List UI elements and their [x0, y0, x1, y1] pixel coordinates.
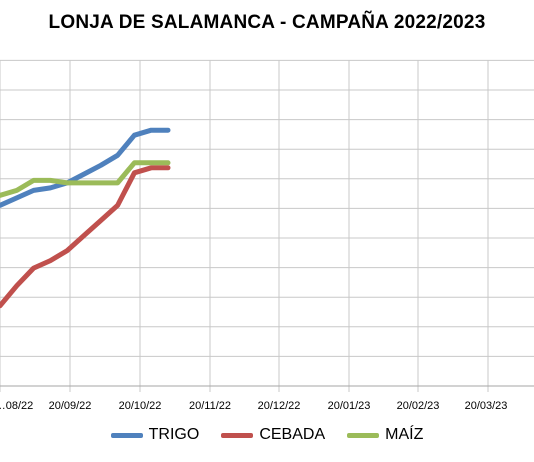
- legend-swatch: [110, 432, 143, 438]
- x-tick-label: 20/12/22: [258, 400, 301, 412]
- legend-item: CEBADA: [221, 426, 325, 444]
- legend-swatch: [347, 432, 380, 438]
- series-line-trigo: [0, 127, 171, 208]
- chart-title: LONJA DE SALAMANCA - CAMPAÑA 2022/2023: [48, 12, 486, 33]
- x-tick-label: 20/11/22: [189, 400, 231, 412]
- legend-label: TRIGO: [148, 426, 200, 443]
- legend-item: TRIGO: [110, 426, 200, 444]
- x-tick-label: 20/09/22: [49, 400, 92, 412]
- legend-item: MAÍZ: [347, 426, 423, 444]
- series-line-cebada: [0, 165, 171, 309]
- x-tick-label: 20/03/23: [465, 400, 508, 412]
- chart-legend: TRIGO CEBADA MAÍZ: [0, 426, 534, 444]
- x-tick-label: 20/01/23: [328, 400, 371, 412]
- x-tick-label: 20/02/23: [397, 400, 440, 412]
- legend-swatch: [221, 432, 254, 438]
- x-tick-label: …08/22: [0, 400, 33, 412]
- x-tick-label: 20/10/22: [119, 400, 162, 412]
- legend-label: MAÍZ: [385, 426, 424, 443]
- legend-label: CEBADA: [259, 426, 326, 443]
- series-line-maíz: [0, 160, 171, 198]
